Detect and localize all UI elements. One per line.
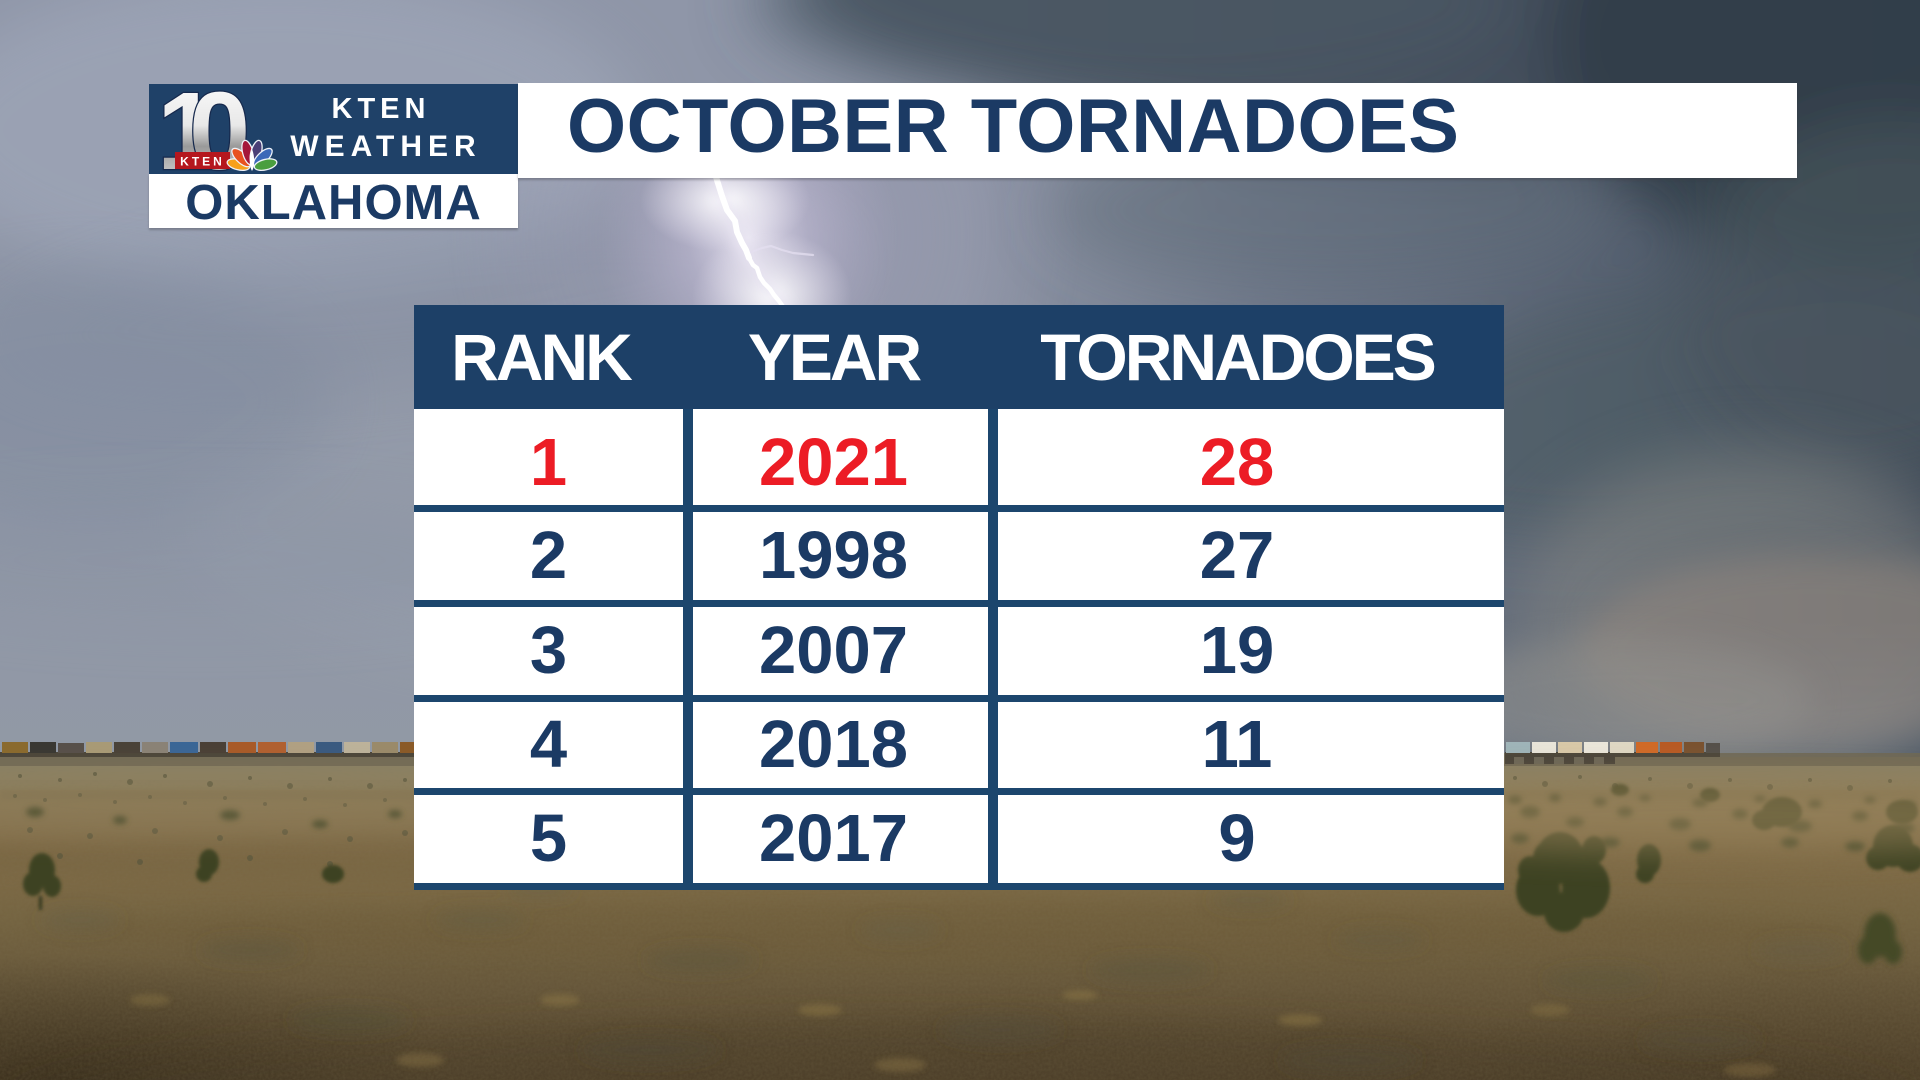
svg-text:KTEN: KTEN [180, 155, 225, 169]
svg-text:0: 0 [189, 84, 250, 193]
